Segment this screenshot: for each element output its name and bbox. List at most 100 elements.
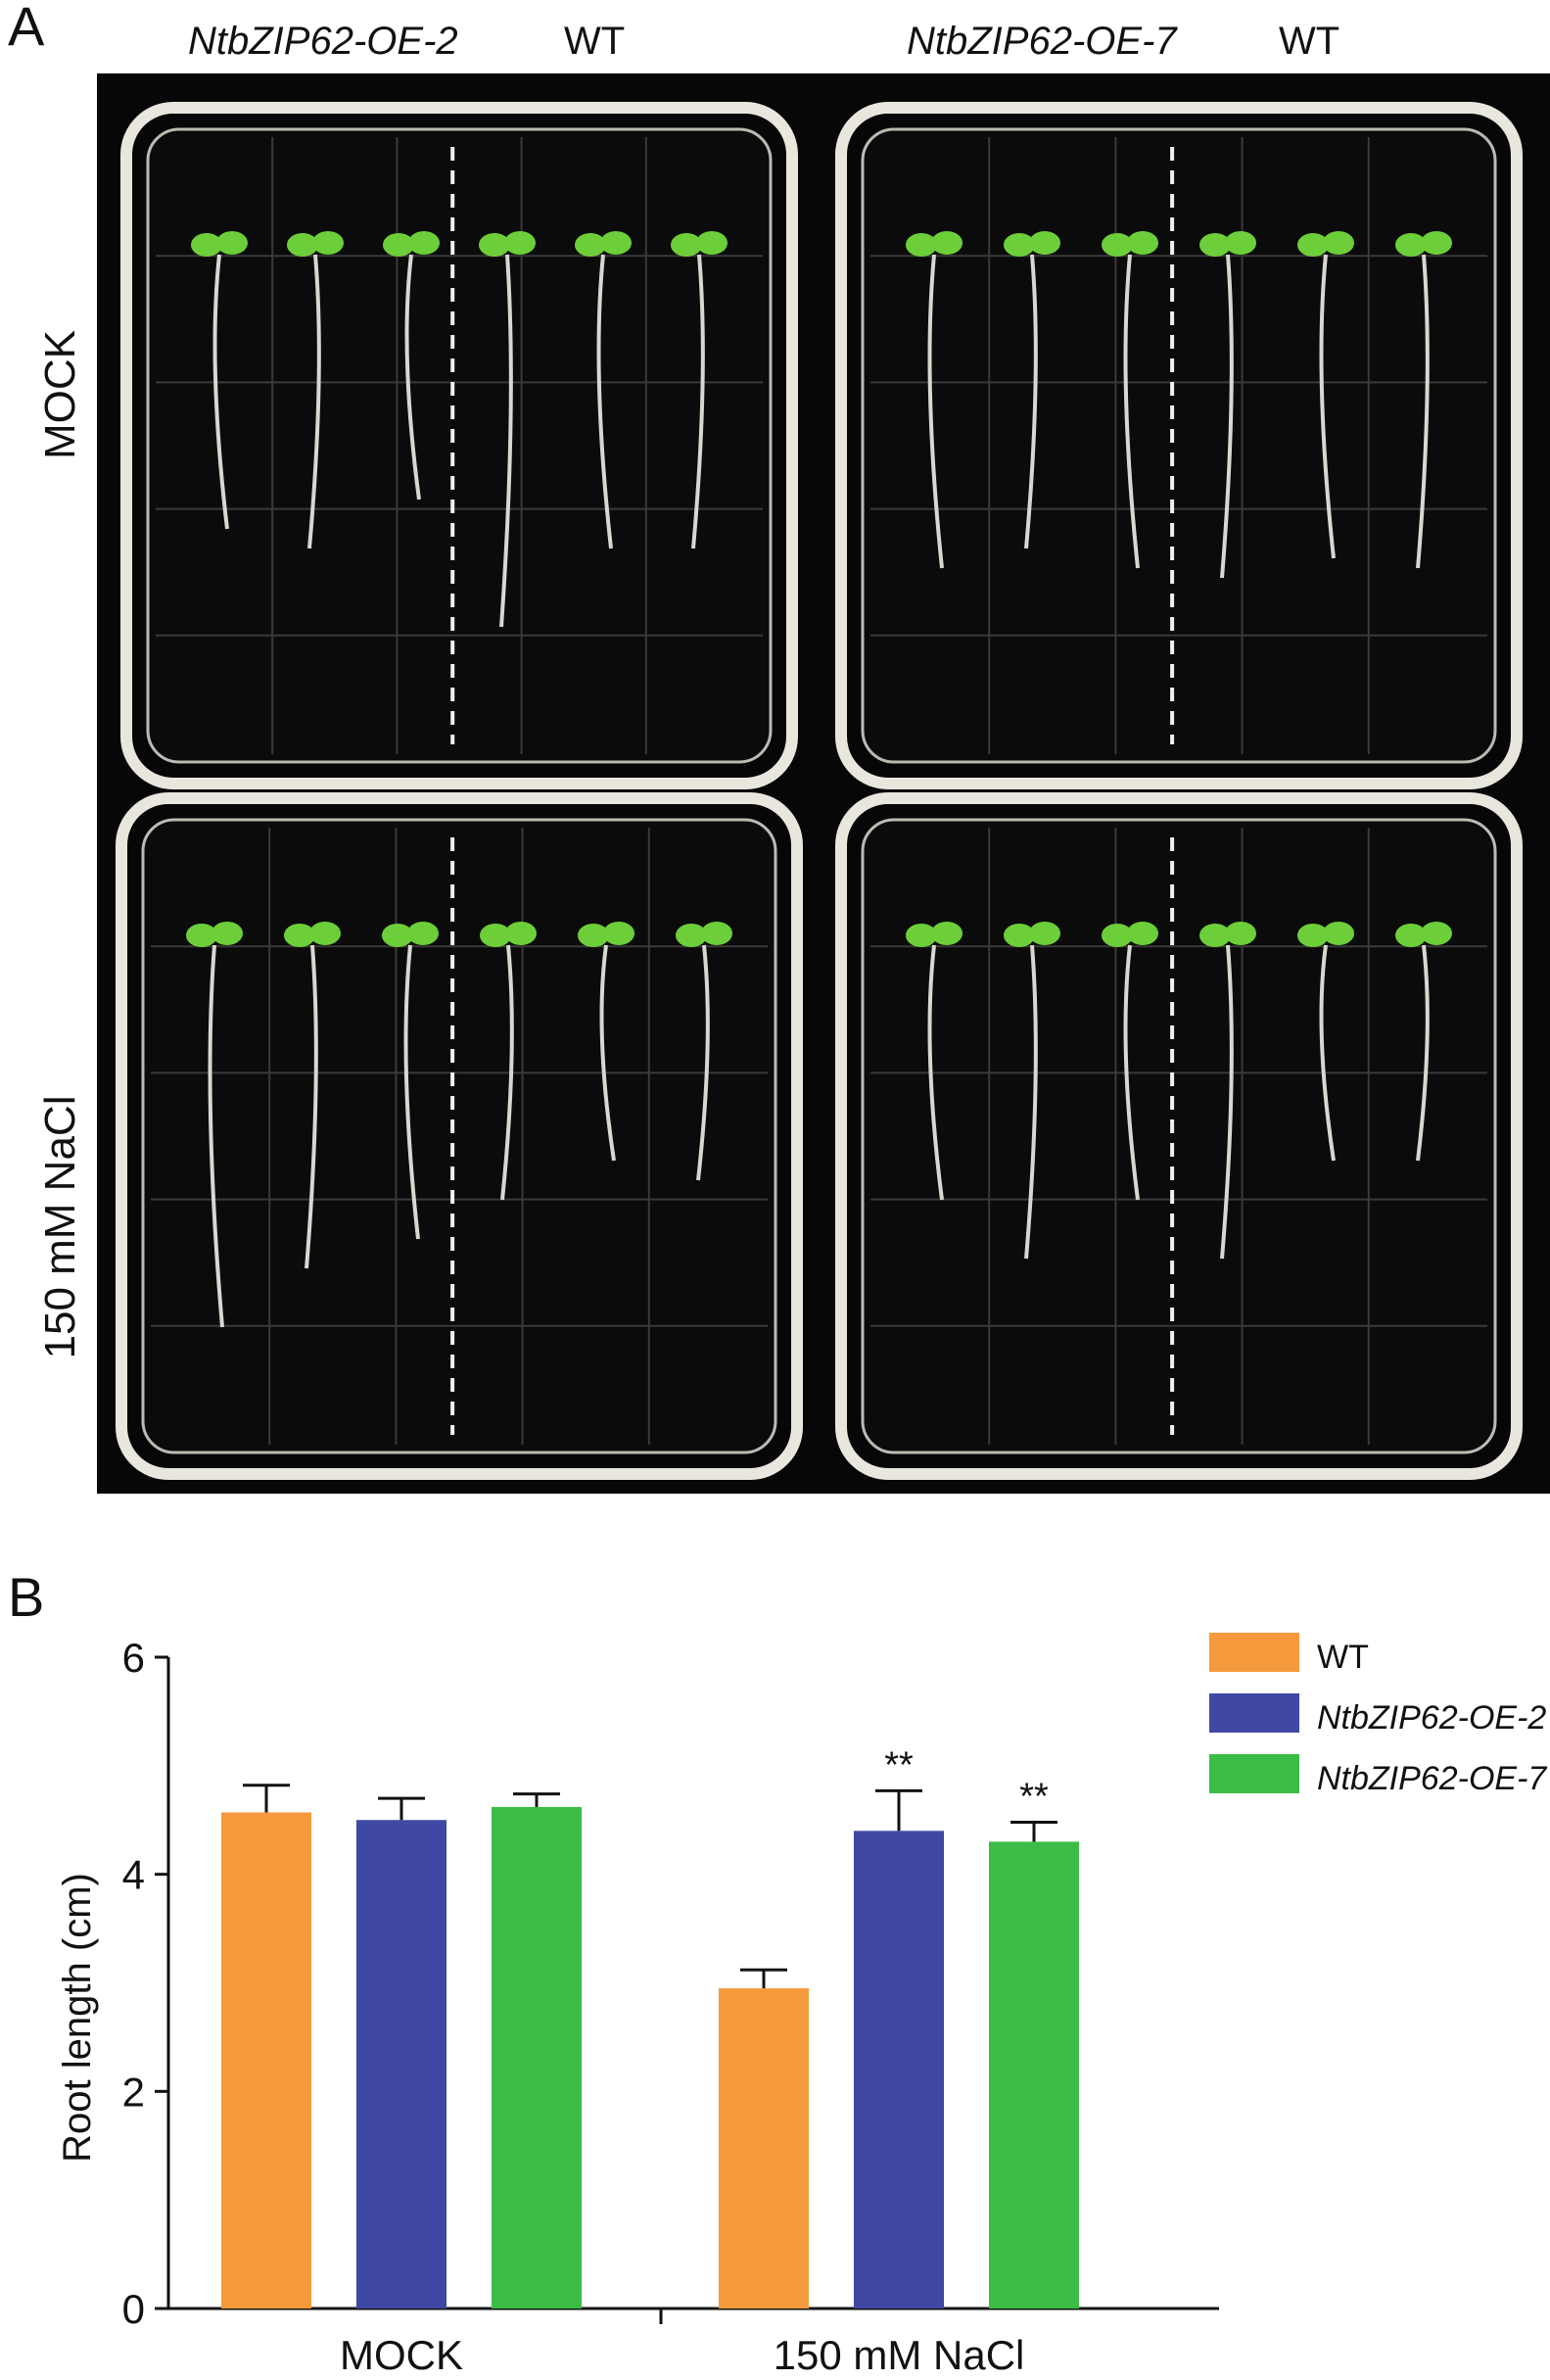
legend-label: NtbZIP62-OE-2: [1317, 1699, 1546, 1737]
y-tick-label: 2: [122, 2069, 145, 2115]
cotyledon: [696, 231, 728, 255]
seedling: [671, 231, 728, 549]
seedling: [287, 231, 344, 549]
cotyledon: [382, 924, 413, 947]
plate-inner: [141, 818, 777, 1454]
y-tick-label: 6: [122, 1635, 145, 1681]
cotyledon: [1421, 922, 1452, 945]
cotyledon: [671, 233, 702, 257]
legend-label: WT: [1317, 1639, 1369, 1676]
cotyledon: [676, 924, 707, 947]
legend-swatch: [1209, 1754, 1299, 1793]
seedling-plates-photo: [97, 73, 1550, 1494]
legend-swatch: [1209, 1693, 1299, 1733]
seedling: [1199, 231, 1256, 579]
y-tick-label: 4: [122, 1852, 145, 1898]
seedling: [1395, 922, 1452, 1162]
y-axis-label: Root length (cm): [56, 1873, 99, 2163]
row-label-nacl: 150 mM NaCl: [36, 1095, 84, 1359]
y-tick-label: 0: [122, 2286, 145, 2332]
plate-inner: [861, 818, 1497, 1454]
seedling: [1102, 922, 1158, 1201]
cotyledon: [479, 233, 510, 257]
root: [404, 254, 421, 500]
root: [927, 944, 944, 1201]
x-category-label: 150 mM NaCl: [774, 2332, 1025, 2378]
cotyledon: [931, 922, 963, 945]
cotyledon: [309, 922, 341, 945]
root: [212, 254, 229, 530]
root: [305, 944, 318, 1269]
seedling: [1297, 922, 1354, 1162]
cotyledon: [906, 233, 937, 257]
seedling: [676, 922, 732, 1181]
cotyledon: [1199, 233, 1231, 257]
cotyledon: [1395, 924, 1427, 947]
plate-oe2-nacl: [116, 792, 803, 1480]
cotyledon: [211, 922, 243, 945]
root: [927, 254, 944, 569]
plate-inner: [861, 127, 1497, 764]
seedling: [1199, 922, 1256, 1260]
plate-oe7-nacl: [835, 792, 1523, 1480]
seedling: [1102, 231, 1158, 569]
cotyledon: [1102, 924, 1133, 947]
plate-rim: [120, 102, 798, 789]
root: [1024, 944, 1038, 1260]
seedling: [191, 231, 248, 530]
cotyledon: [1323, 922, 1354, 945]
root: [1220, 254, 1234, 579]
root: [499, 254, 513, 628]
root: [1416, 254, 1430, 569]
cotyledon: [1297, 233, 1329, 257]
cotyledon: [1323, 231, 1354, 255]
legend-label: NtbZIP62-OE-7: [1317, 1760, 1547, 1797]
cotyledon: [1297, 924, 1329, 947]
legend: WT NtbZIP62-OE-2 NtbZIP62-OE-7: [1209, 1633, 1547, 1797]
cotyledon: [407, 922, 439, 945]
cotyledon: [575, 233, 606, 257]
column-label-oe7: NtbZIP62-OE-7: [907, 20, 1177, 63]
root: [1220, 944, 1234, 1260]
bar: [719, 1988, 809, 2309]
seedling-plates-image: [116, 102, 1523, 1480]
root: [307, 254, 321, 549]
cotyledon: [505, 922, 537, 945]
cotyledon: [287, 233, 318, 257]
cotyledon: [1102, 233, 1133, 257]
cotyledon: [408, 231, 440, 255]
plate-oe2-mock: [120, 102, 798, 789]
plate-rim: [835, 102, 1523, 789]
root: [691, 254, 705, 549]
plate-rim: [116, 792, 803, 1480]
seedling: [578, 922, 634, 1162]
root: [696, 944, 710, 1181]
seedling: [906, 922, 963, 1201]
cotyledon: [1004, 233, 1035, 257]
cotyledon: [931, 231, 963, 255]
panel-a-letter: A: [8, 0, 45, 57]
cotyledon: [1029, 231, 1060, 255]
seedling: [906, 231, 963, 569]
cotyledon: [906, 924, 937, 947]
root-length-bar-chart: Root length (cm) 0 2 4 6 MOCK 150 mM NaCl ** **…: [56, 1633, 1547, 2378]
seedling: [383, 231, 440, 500]
legend-swatch: [1209, 1633, 1299, 1672]
bar: [356, 1820, 446, 2309]
root: [500, 944, 514, 1201]
cotyledon: [1199, 924, 1231, 947]
cotyledon: [383, 233, 414, 257]
cotyledon: [1029, 922, 1060, 945]
root: [1319, 944, 1336, 1162]
root: [403, 944, 420, 1240]
cotyledon: [603, 922, 634, 945]
root: [1416, 944, 1430, 1162]
root: [1123, 944, 1140, 1201]
seedling: [1004, 922, 1060, 1260]
seedling: [1004, 231, 1060, 549]
cotyledon: [312, 231, 344, 255]
seedling: [382, 922, 439, 1240]
plate-inner: [146, 127, 773, 764]
cotyledon: [216, 231, 248, 255]
cotyledon: [284, 924, 315, 947]
